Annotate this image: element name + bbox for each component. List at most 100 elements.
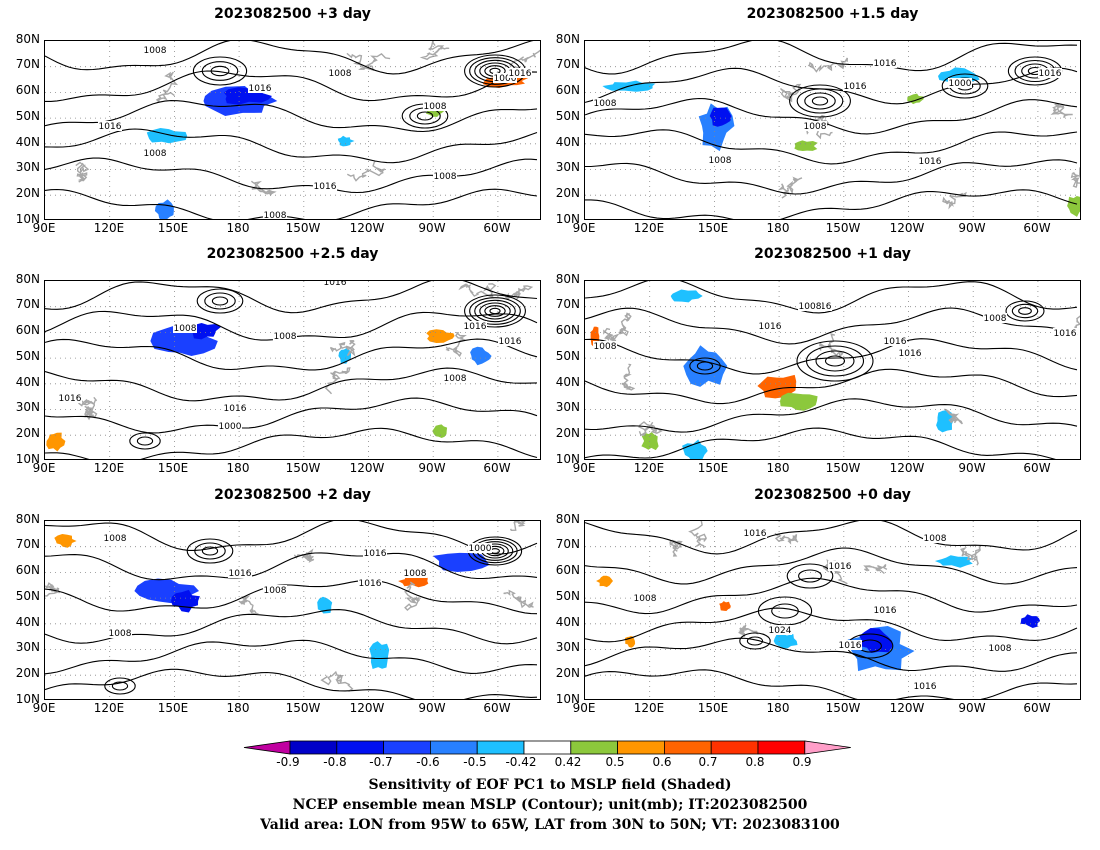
coastline xyxy=(1070,167,1080,189)
colorbar-segment xyxy=(336,740,384,755)
contour-label: 1008 xyxy=(799,302,822,312)
contour-label-bg xyxy=(328,68,352,78)
colorbar-segment xyxy=(570,740,618,755)
x-tick-label: 180 xyxy=(766,461,790,475)
x-tick-label: 90E xyxy=(572,461,596,475)
x-tick-label: 120E xyxy=(633,221,665,235)
panel-title-3: 2023082500 +2.5 day xyxy=(206,246,379,262)
coastline xyxy=(293,548,315,563)
y-tick-label: 70N xyxy=(555,537,580,551)
isobar-contour xyxy=(815,350,855,372)
contour-label: 1008 xyxy=(924,534,947,544)
colorbar-label: 0.9 xyxy=(792,755,812,769)
y-tick-label: 50N xyxy=(15,589,40,603)
isobar-contour xyxy=(811,96,829,106)
isobar-contour xyxy=(824,355,846,367)
x-tick-label: 150E xyxy=(697,701,729,715)
sensitivity-shading xyxy=(192,323,222,340)
contour-label: 1016 xyxy=(844,82,867,92)
colorbar-segment xyxy=(289,740,338,755)
isobar-contour xyxy=(45,338,538,371)
x-tick-label: 120W xyxy=(889,461,925,475)
contour-label-bg xyxy=(923,533,947,543)
contour-label-bg xyxy=(838,640,862,650)
map-panel-4: 10081016101610081016101610081016 xyxy=(584,280,1081,460)
colorbar-label: -0.5 xyxy=(463,755,487,769)
contour-label-bg xyxy=(828,561,852,571)
map-graphic: 1016 1008 1016 1008 1016 1024 1016 1008 1016 xyxy=(585,521,1080,699)
contour-label: 1016 xyxy=(249,84,272,94)
sensitivity-shading xyxy=(934,555,973,568)
isobar-contour xyxy=(464,294,526,328)
y-tick-label: 60N xyxy=(555,563,580,577)
y-tick-label: 80N xyxy=(15,32,40,46)
x-tick-label: 120W xyxy=(349,461,385,475)
contour-label: 1016 xyxy=(99,122,122,132)
sensitivity-shading xyxy=(317,596,333,614)
isobar-contour xyxy=(45,552,538,581)
colorbar-segment xyxy=(664,740,712,755)
x-tick-label: 90W xyxy=(418,221,446,235)
isobar-contour xyxy=(804,92,836,110)
sensitivity-shading xyxy=(794,140,818,151)
contour-label-bg xyxy=(273,331,297,341)
sensitivity-shading xyxy=(470,346,492,366)
contour-label-bg xyxy=(803,121,827,131)
isobar-contour xyxy=(210,65,230,77)
x-tick-label: 60W xyxy=(1023,461,1051,475)
caption-line-2: NCEP ensemble mean MSLP (Contour); unit(… xyxy=(292,797,808,813)
x-tick-label: 90W xyxy=(418,461,446,475)
x-tick-label: 120W xyxy=(349,701,385,715)
isobar-contour xyxy=(941,73,989,99)
x-tick-label: 120E xyxy=(93,461,125,475)
contour-label: 1016 xyxy=(744,529,767,539)
contour-label-bg xyxy=(593,341,617,351)
colorbar-segment xyxy=(710,740,759,755)
x-tick-label: 90E xyxy=(572,221,596,235)
isobar-contour xyxy=(789,84,851,118)
x-tick-label: 90W xyxy=(958,461,986,475)
contour-label-bg xyxy=(873,58,897,68)
contour-label-bg xyxy=(358,578,382,588)
isobar-contour xyxy=(45,100,538,133)
x-tick-label: 180 xyxy=(226,701,250,715)
isobar-contour xyxy=(45,579,538,615)
y-tick-label: 20N xyxy=(15,426,40,440)
coastline xyxy=(155,71,179,103)
isobar-contour xyxy=(186,538,234,564)
x-tick-label: 120W xyxy=(889,701,925,715)
y-tick-label: 40N xyxy=(555,615,580,629)
isobar-contour xyxy=(1011,303,1039,319)
sensitivity-shading xyxy=(46,432,66,452)
isobar-contour xyxy=(111,681,129,691)
contour-label: 1016 xyxy=(224,404,247,414)
contour-label: 1008 xyxy=(434,172,457,182)
x-tick-label: 60W xyxy=(483,701,511,715)
x-tick-label: 60W xyxy=(483,221,511,235)
y-tick-label: 70N xyxy=(15,57,40,71)
y-tick-label: 10N xyxy=(555,452,580,466)
isobar-contour xyxy=(416,111,434,121)
isobar-contour xyxy=(45,128,538,164)
y-tick-label: 80N xyxy=(15,512,40,526)
x-tick-label: 120E xyxy=(633,461,665,475)
coastline xyxy=(774,532,799,545)
sensitivity-shading xyxy=(780,392,818,411)
isobar-contour xyxy=(196,288,244,314)
x-tick-label: 120W xyxy=(889,221,925,235)
y-tick-label: 20N xyxy=(15,186,40,200)
colorbar-label: -0.6 xyxy=(416,755,440,769)
map-graphic: 1008 1016 1016 1008 1016 1008 1000 1008 xyxy=(45,521,540,699)
isobar-contour xyxy=(585,129,1078,165)
x-tick-label: 120W xyxy=(349,221,385,235)
y-tick-label: 60N xyxy=(15,563,40,577)
x-tick-label: 90E xyxy=(32,221,56,235)
sensitivity-shading xyxy=(154,199,174,219)
y-tick-label: 20N xyxy=(555,186,580,200)
y-tick-label: 60N xyxy=(555,83,580,97)
contour-label-bg xyxy=(843,81,867,91)
contour-label-bg xyxy=(218,421,242,431)
isobar-contour xyxy=(585,97,1078,135)
isobar-contour xyxy=(798,569,822,583)
contour-label: 1008 xyxy=(144,149,167,159)
